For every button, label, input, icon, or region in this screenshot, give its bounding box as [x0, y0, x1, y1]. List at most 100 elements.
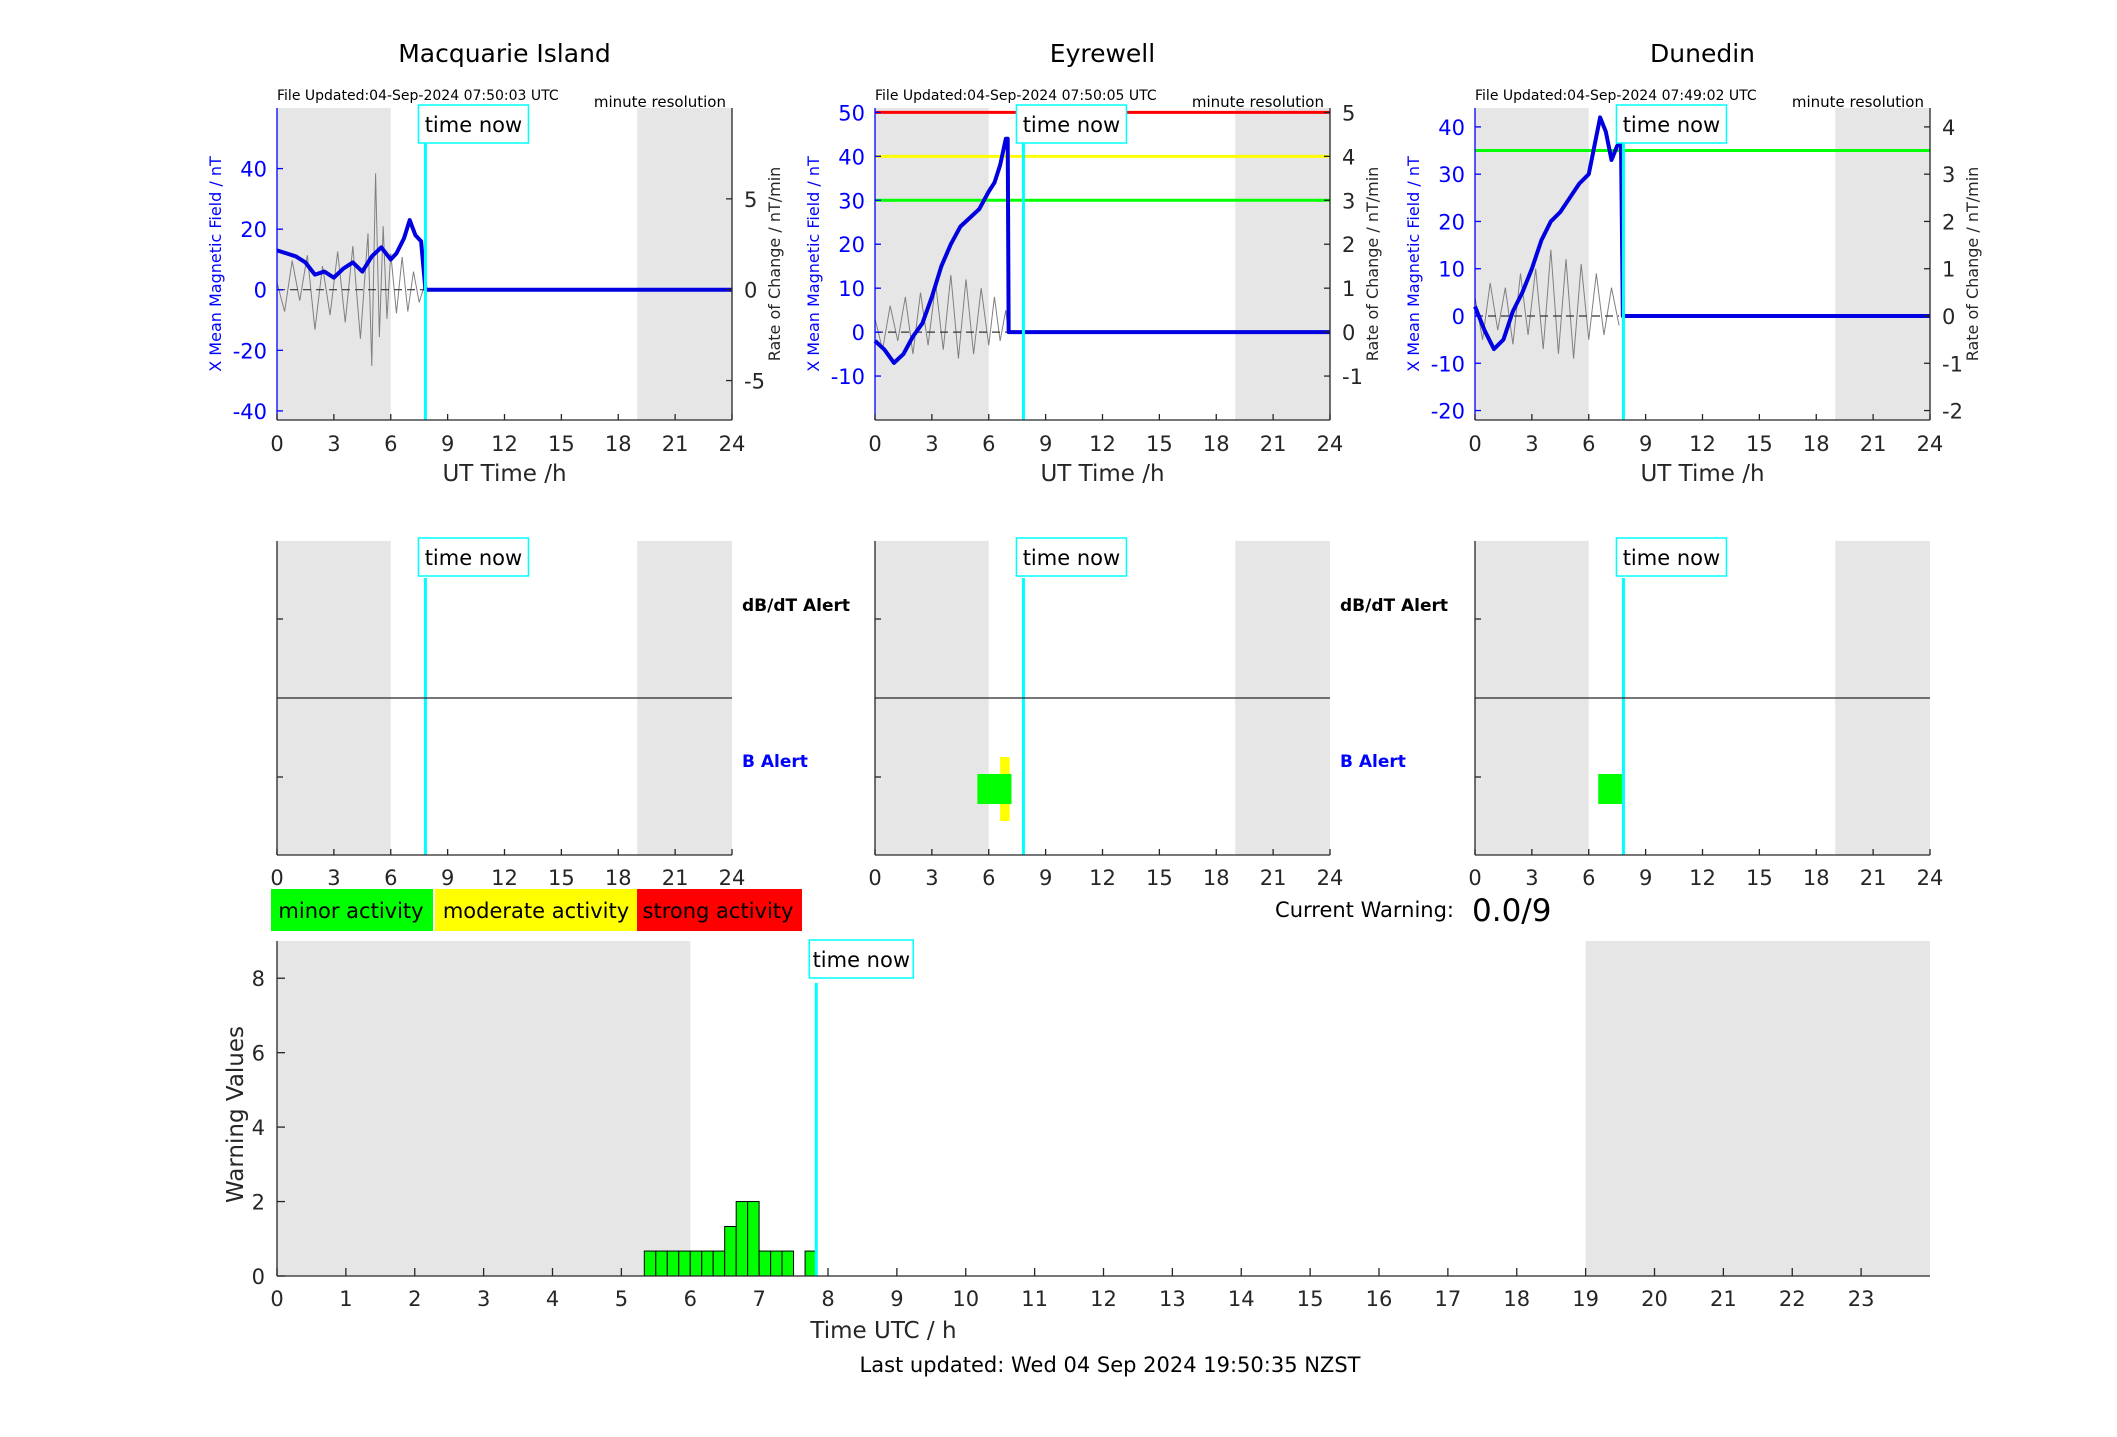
y-axis-label: X Mean Magnetic Field / nT [206, 156, 225, 372]
y2-tick-label: -1 [1342, 365, 1363, 389]
warning-x-tick-label: 14 [1228, 1287, 1255, 1311]
warning-bar [781, 1250, 795, 1277]
warning-bar [758, 1250, 772, 1277]
y-tick-label: 0 [1452, 305, 1465, 329]
y-tick-label: 0 [254, 279, 267, 303]
y-tick-label: -40 [233, 400, 267, 424]
y-tick-label: 0 [852, 321, 865, 345]
alert-row-label: B Alert [1340, 752, 1406, 772]
rate-of-change-series [276, 173, 426, 367]
y2-tick-label: -5 [744, 370, 765, 394]
station-title: Eyrewell [1050, 39, 1155, 68]
warning-x-tick-label: 15 [1297, 1287, 1324, 1311]
time-now-box [1615, 104, 1728, 144]
alert-row-label: dB/dT Alert [1340, 596, 1448, 616]
x-tick-label: 6 [982, 866, 995, 890]
warning-y-tick-label: 6 [252, 1042, 265, 1066]
night-shading [1835, 108, 1930, 420]
warning-y-tick-label: 4 [252, 1116, 265, 1140]
time-now-label: time now [1623, 546, 1720, 570]
x-tick-label: 9 [441, 866, 454, 890]
x-axis-label: UT Time /h [442, 461, 566, 487]
rate-of-change-series [1474, 249, 1620, 359]
resolution-label: minute resolution [1792, 93, 1924, 111]
x-tick-label: 18 [1803, 432, 1830, 456]
legend-moderate-label: moderate activity [443, 899, 629, 923]
y2-tick-label: 2 [1942, 210, 1955, 234]
x-tick-label: 6 [982, 432, 995, 456]
warning-bar [666, 1250, 680, 1277]
time-now-label: time now [1023, 546, 1120, 570]
warning-x-tick-label: 1 [339, 1287, 352, 1311]
warning-bar [770, 1250, 783, 1277]
x-tick-label: 24 [1917, 432, 1944, 456]
y-tick-label: -20 [233, 339, 267, 363]
x-tick-label: 21 [1260, 866, 1287, 890]
warning-x-tick-label: 12 [1090, 1287, 1117, 1311]
night-shading [875, 108, 989, 420]
x-tick-label: 24 [1917, 866, 1944, 890]
x-tick-label: 21 [1860, 866, 1887, 890]
y2-tick-label: 4 [1342, 145, 1355, 169]
y2-tick-label: -2 [1942, 400, 1963, 424]
y-tick-label: -10 [1431, 352, 1465, 376]
y2-axis-label: Rate of Change / nT/min [1963, 167, 1982, 362]
station-title: Macquarie Island [398, 39, 611, 68]
y2-tick-label: 3 [1942, 163, 1955, 187]
x-tick-label: 15 [1746, 432, 1773, 456]
x-tick-label: 6 [1582, 432, 1595, 456]
warning-y-tick-label: 8 [252, 967, 265, 991]
y2-tick-label: 1 [1342, 277, 1355, 301]
warning-x-tick-label: 3 [477, 1287, 490, 1311]
y2-tick-label: 0 [744, 279, 757, 303]
magnetic-field-series [276, 218, 732, 292]
y-tick-label: 10 [1438, 258, 1465, 282]
x-tick-label: 18 [1803, 866, 1830, 890]
warning-x-tick-label: 16 [1366, 1287, 1393, 1311]
warning-x-tick-label: 17 [1435, 1287, 1462, 1311]
time-now-box [1015, 104, 1128, 144]
legend-strong-label: strong activity [643, 899, 794, 923]
current-warning-value: 0.0/9 [1472, 893, 1551, 929]
warning-x-tick-label: 13 [1159, 1287, 1186, 1311]
warning-x-tick-label: 11 [1021, 1287, 1048, 1311]
x-tick-label: 18 [605, 866, 632, 890]
minor-alert-bar [977, 774, 1012, 804]
x-tick-label: 9 [441, 432, 454, 456]
x-tick-label: 24 [1317, 432, 1344, 456]
x-axis-label: UT Time /h [1640, 461, 1764, 487]
x-tick-label: 24 [719, 432, 746, 456]
warning-x-tick-label: 6 [684, 1287, 697, 1311]
warning-bar [643, 1250, 657, 1277]
x-tick-label: 3 [1525, 866, 1538, 890]
alert-row-label: dB/dT Alert [742, 596, 850, 616]
time-now-box [1615, 537, 1728, 577]
x-tick-label: 3 [1525, 432, 1538, 456]
legend-minor-label: minor activity [278, 899, 423, 923]
warning-bar [735, 1201, 749, 1277]
night-shading [1235, 108, 1330, 420]
time-now-box [1015, 537, 1128, 577]
y2-tick-label: 0 [1942, 305, 1955, 329]
warning-x-tick-label: 2 [408, 1287, 421, 1311]
y-tick-label: 20 [838, 233, 865, 257]
time-now-label: time now [425, 546, 522, 570]
y2-tick-label: 0 [1342, 321, 1355, 345]
legend-swatch [637, 889, 802, 931]
warning-x-tick-label: 9 [890, 1287, 903, 1311]
warning-bar [712, 1250, 726, 1277]
x-tick-label: 12 [1089, 432, 1116, 456]
legend-swatch [435, 889, 637, 931]
magnetic-field-series [873, 136, 1330, 365]
y-tick-label: -20 [1431, 400, 1465, 424]
x-tick-label: 9 [1039, 432, 1052, 456]
warning-x-tick-label: 5 [615, 1287, 628, 1311]
y2-tick-label: 1 [1942, 258, 1955, 282]
warning-bar [678, 1250, 691, 1277]
x-tick-label: 6 [384, 866, 397, 890]
night-shading [277, 108, 391, 420]
x-tick-label: 12 [1689, 866, 1716, 890]
x-tick-label: 3 [925, 432, 938, 456]
rate-of-change-series [874, 274, 1009, 359]
